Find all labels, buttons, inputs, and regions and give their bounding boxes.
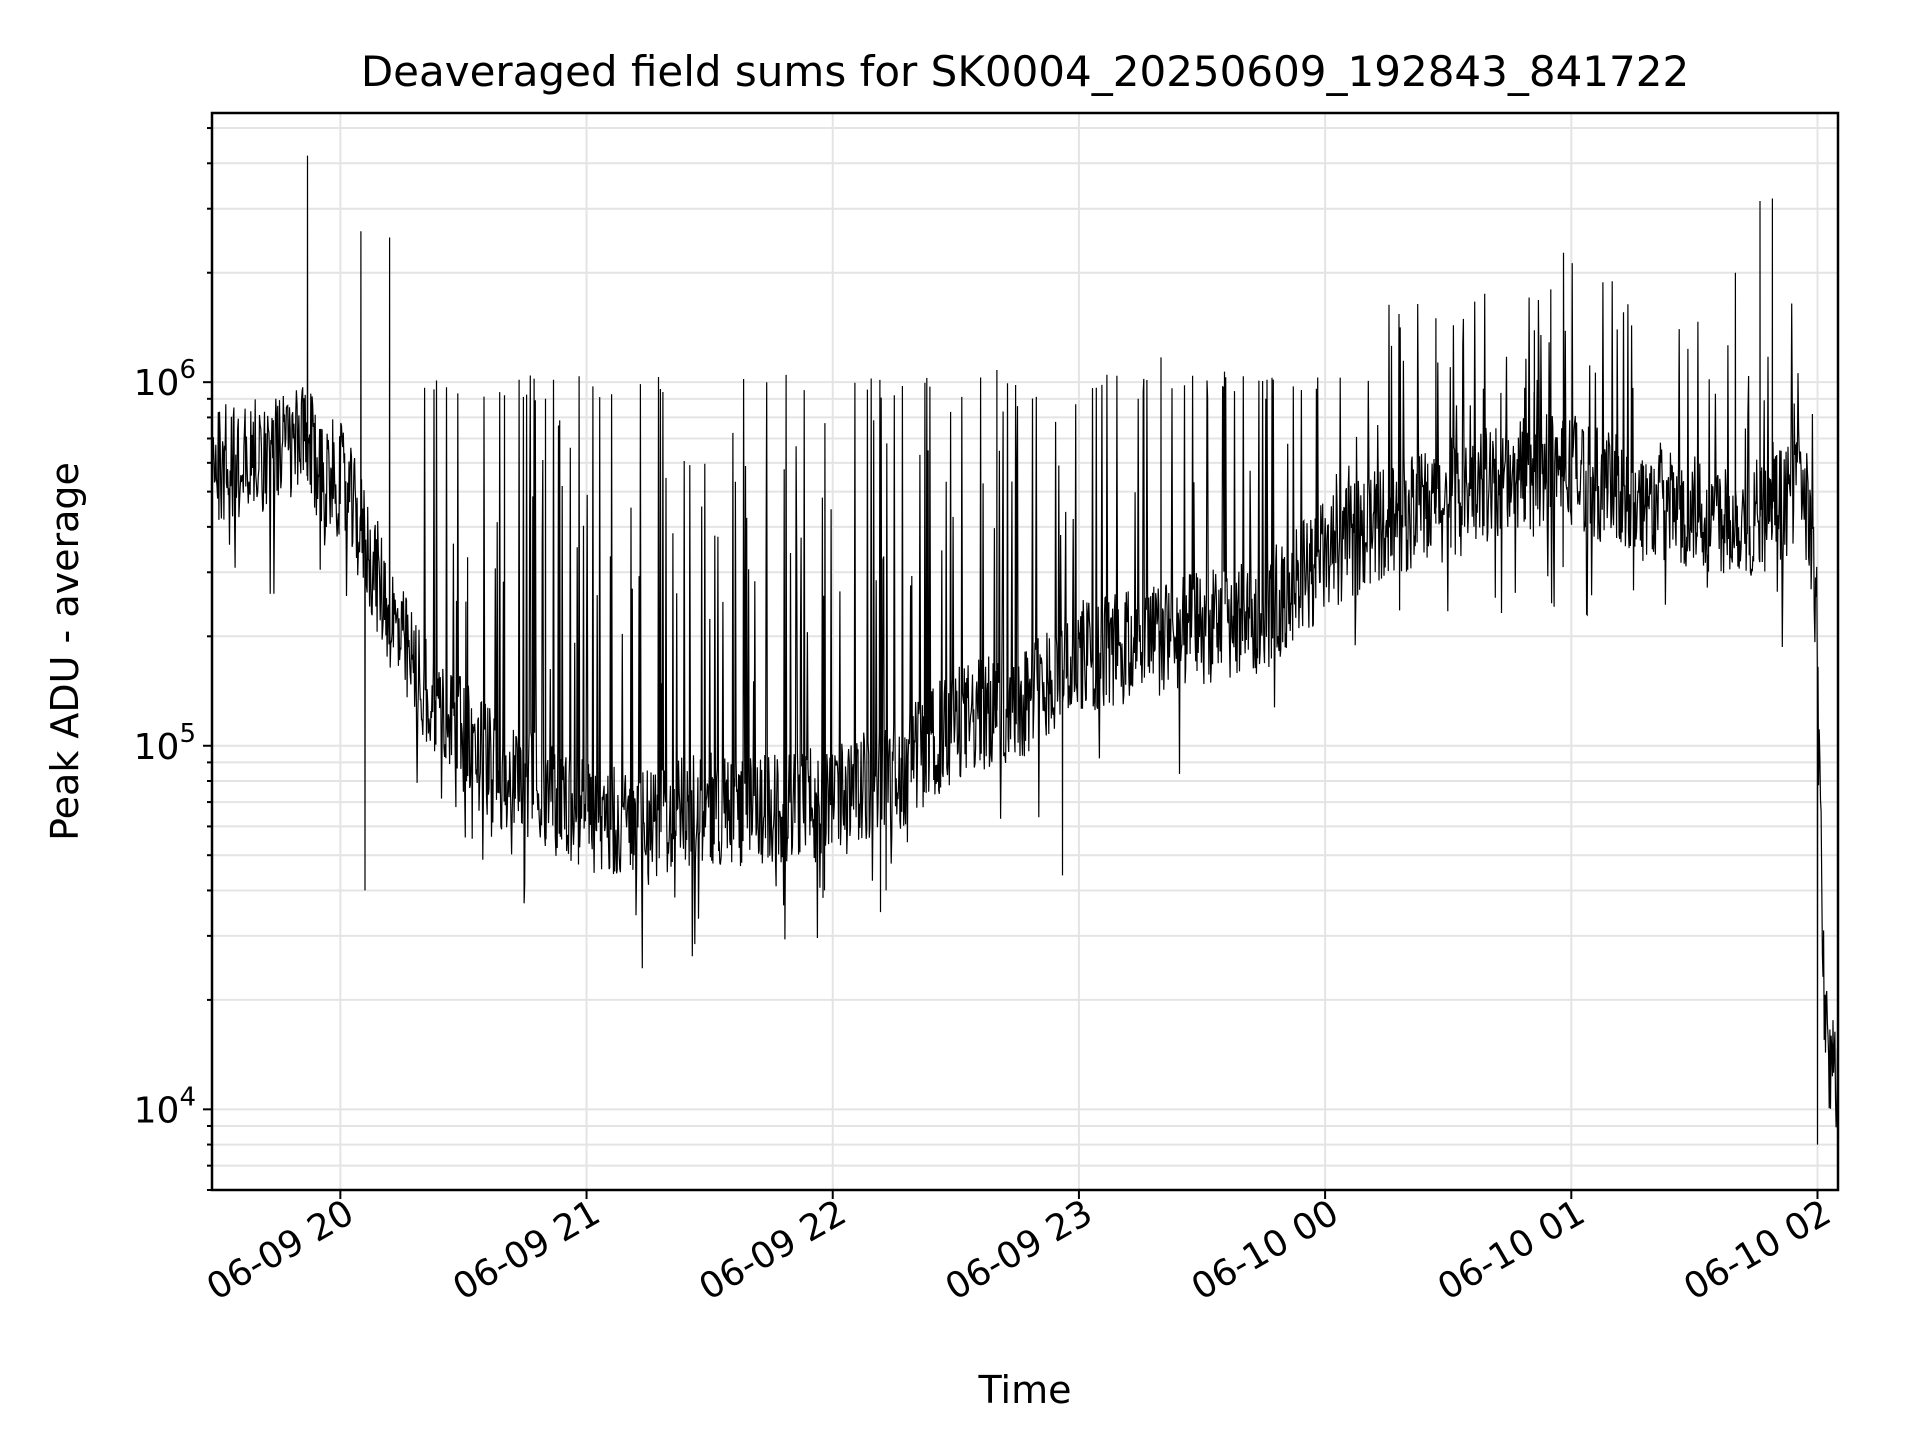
y-tick-label: 106	[134, 355, 196, 404]
series-line	[212, 155, 1838, 1145]
x-axis-label: Time	[978, 1368, 1072, 1412]
plot-area	[212, 155, 1838, 1145]
y-tick-label: 105	[134, 719, 196, 768]
plot-frame	[210, 111, 1840, 1192]
chart-title: Deaveraged field sums for SK0004_2025060…	[361, 47, 1689, 96]
y-axis-label: Peak ADU - average	[43, 462, 87, 841]
y-tick-label: 104	[134, 1082, 196, 1131]
